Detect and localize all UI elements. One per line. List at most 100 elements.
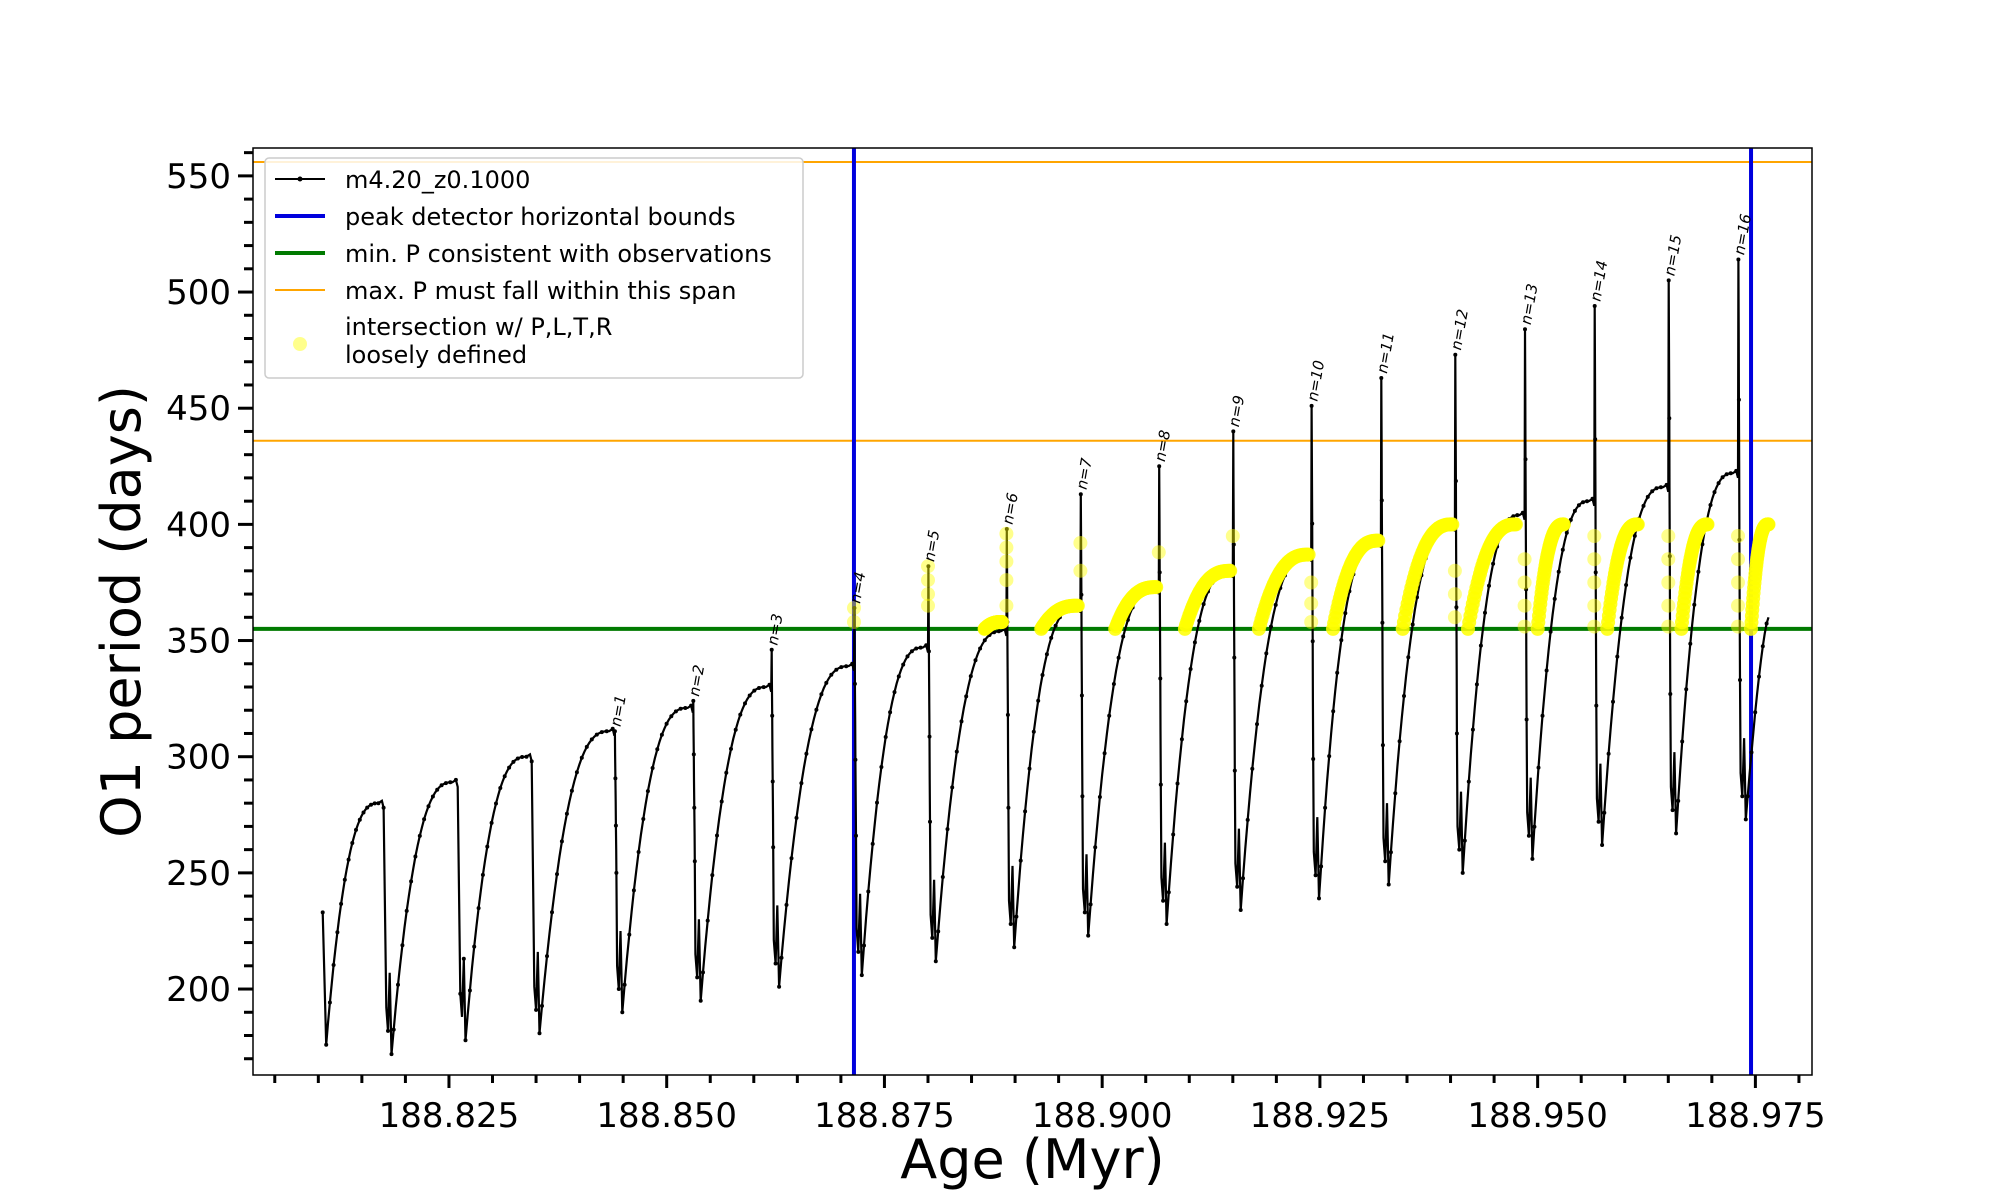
x-tick-label: 188.850	[596, 1096, 737, 1136]
data-point	[705, 918, 710, 923]
data-point	[933, 959, 938, 964]
data-point	[584, 744, 589, 749]
intersection-point	[1070, 598, 1085, 613]
data-point	[1474, 682, 1479, 687]
data-point	[710, 873, 715, 878]
data-point	[435, 787, 440, 792]
intersection-point	[1073, 536, 1088, 550]
data-point	[645, 789, 650, 794]
data-point	[636, 850, 641, 854]
data-point	[1523, 327, 1527, 332]
data-point	[1667, 416, 1672, 421]
data-point	[507, 765, 512, 770]
data-point	[1388, 850, 1393, 855]
x-axis-title: Age (Myr)	[900, 1128, 1165, 1191]
data-point	[417, 833, 422, 838]
legend-box	[264, 157, 804, 379]
data-point	[453, 777, 458, 782]
data-point	[1158, 676, 1163, 681]
data-point	[1121, 634, 1126, 639]
data-point	[1556, 569, 1561, 574]
data-point	[1523, 457, 1528, 462]
data-point	[1530, 856, 1535, 861]
intersection-point	[1223, 563, 1238, 578]
legend-label: min. P consistent with observations	[345, 240, 772, 268]
data-point	[914, 646, 919, 651]
data-point	[1097, 795, 1102, 799]
data-point	[485, 844, 490, 849]
data-point	[1564, 530, 1569, 535]
data-point	[784, 902, 789, 907]
data-point	[1724, 472, 1729, 477]
intersection-point	[1301, 547, 1316, 562]
x-tick-label: 188.900	[1032, 1096, 1173, 1136]
data-point	[1014, 914, 1019, 919]
annotation-label: n=5	[920, 529, 943, 563]
data-point	[809, 727, 814, 732]
data-point	[804, 751, 809, 756]
data-point	[439, 783, 444, 788]
data-point	[372, 801, 377, 806]
data-point	[1005, 712, 1010, 717]
data-point	[928, 819, 932, 824]
data-point	[1107, 713, 1112, 718]
intersection-point	[1661, 619, 1676, 634]
data-point	[1192, 640, 1197, 645]
data-point	[1743, 817, 1748, 822]
data-point	[850, 661, 855, 666]
data-point	[1235, 884, 1240, 889]
intersection-point	[999, 598, 1014, 613]
intersection-point	[1225, 529, 1240, 543]
annotation-label: n=9	[1225, 394, 1248, 428]
data-point	[1082, 910, 1087, 915]
data-point	[1018, 858, 1023, 863]
data-point	[1576, 503, 1581, 508]
data-point	[1319, 864, 1324, 869]
data-point	[1696, 569, 1701, 574]
plot-frame	[252, 147, 1813, 1076]
data-point	[964, 694, 969, 699]
data-point	[1250, 766, 1255, 771]
data-point	[1712, 490, 1717, 495]
x-tick-label: 188.925	[1250, 1096, 1391, 1136]
intersection-point	[1661, 552, 1676, 567]
data-point	[641, 817, 646, 821]
data-point	[930, 935, 935, 940]
data-point	[1273, 602, 1278, 607]
x-tick-label: 188.975	[1685, 1096, 1826, 1136]
data-point	[1520, 510, 1525, 515]
data-point	[862, 943, 866, 948]
data-point	[1086, 933, 1091, 938]
intersection-point	[1761, 517, 1776, 532]
data-point	[1676, 798, 1681, 803]
data-point	[555, 872, 559, 877]
data-point	[927, 734, 932, 739]
intersection-point	[1587, 529, 1602, 543]
data-point	[1380, 620, 1385, 625]
intersection-point	[1447, 610, 1462, 625]
data-point	[1745, 794, 1750, 799]
data-point	[1460, 870, 1465, 875]
intersection-point	[921, 559, 935, 574]
data-point	[729, 746, 733, 751]
data-point	[1231, 542, 1236, 547]
data-point	[794, 815, 799, 820]
data-point	[1615, 654, 1620, 659]
data-point	[701, 970, 705, 975]
data-point	[689, 703, 694, 708]
data-point	[669, 714, 674, 719]
intersection-point	[1517, 552, 1532, 567]
legend-label-intersection: intersection w/ P,L,T,R loosely defined	[345, 313, 612, 369]
data-point	[594, 732, 599, 737]
data-point	[342, 877, 347, 882]
data-point	[1078, 492, 1083, 497]
intersection-point	[921, 598, 935, 613]
data-point	[1379, 376, 1384, 380]
data-point	[678, 706, 683, 711]
data-point	[461, 956, 466, 961]
data-point	[335, 930, 340, 935]
data-point	[1736, 257, 1741, 262]
y-tick-label: 300	[166, 738, 231, 778]
